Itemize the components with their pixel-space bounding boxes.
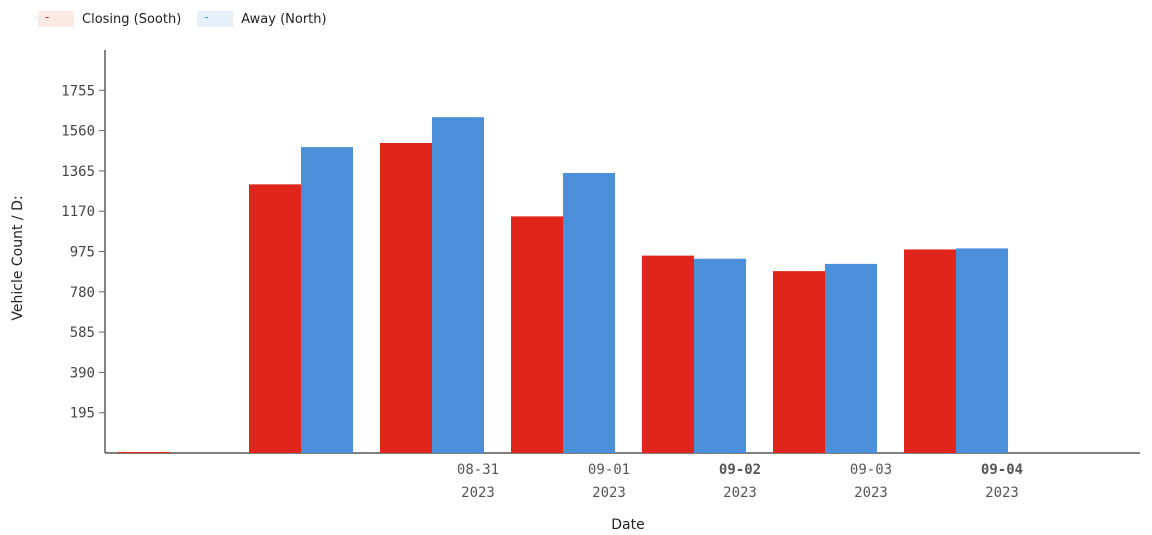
x-tick-label: 09-01 (588, 462, 630, 478)
bar-away-north (432, 117, 484, 454)
legend-marker-red: - (45, 10, 50, 24)
x-tick-label: 09-03 (850, 462, 892, 478)
y-tick-label: 1365 (61, 164, 95, 180)
x-tick-label: 08-31 (457, 462, 499, 478)
bar-away-north (825, 263, 877, 453)
bar-closing-south (773, 271, 825, 453)
bar-away-north (301, 147, 353, 453)
legend-item-away-north[interactable]: - Away (North) (197, 10, 327, 27)
y-tick-label: 195 (70, 406, 95, 422)
legend-marker-blue: - (204, 10, 209, 24)
bar-closing-south (904, 249, 956, 453)
legend-item-closing-south[interactable]: - Closing (Sooth) (38, 10, 182, 27)
bar-away-north (694, 258, 746, 453)
x-axis-title: Date (611, 517, 644, 533)
y-tick-label: 1170 (61, 204, 95, 220)
y-tick-label: 1755 (61, 83, 95, 99)
legend: - Closing (Sooth) - Away (North) (38, 9, 343, 29)
y-tick-label: 585 (70, 325, 95, 341)
x-tick-label: 09-04 (981, 462, 1023, 478)
legend-label-closing-south: Closing (Sooth) (82, 11, 182, 27)
y-tick-label: 780 (70, 285, 95, 301)
bar-away-north (956, 248, 1008, 453)
legend-swatch-blue: - (197, 10, 234, 27)
x-tick-year-label: 2023 (854, 485, 888, 501)
x-tick-year-label: 2023 (592, 485, 626, 501)
y-tick-label: 390 (70, 365, 95, 381)
bar-closing-south (511, 216, 563, 453)
y-axis-title: Vehicle Count / D: (10, 195, 26, 320)
legend-label-away-north: Away (North) (241, 11, 327, 27)
bar-closing-south (249, 184, 301, 454)
x-tick-year-label: 2023 (723, 485, 757, 501)
y-tick-label: 1560 (61, 124, 95, 140)
x-tick-year-label: 2023 (985, 485, 1019, 501)
legend-swatch-red: - (38, 10, 74, 27)
bar-away-north (563, 172, 615, 453)
x-tick-label: 09-02 (719, 462, 761, 478)
x-tick-year-label: 2023 (461, 485, 495, 501)
bar-closing-south (118, 451, 170, 453)
y-tick-label: 975 (70, 245, 95, 261)
bar-closing-south (642, 255, 694, 453)
bar-closing-south (380, 143, 432, 453)
